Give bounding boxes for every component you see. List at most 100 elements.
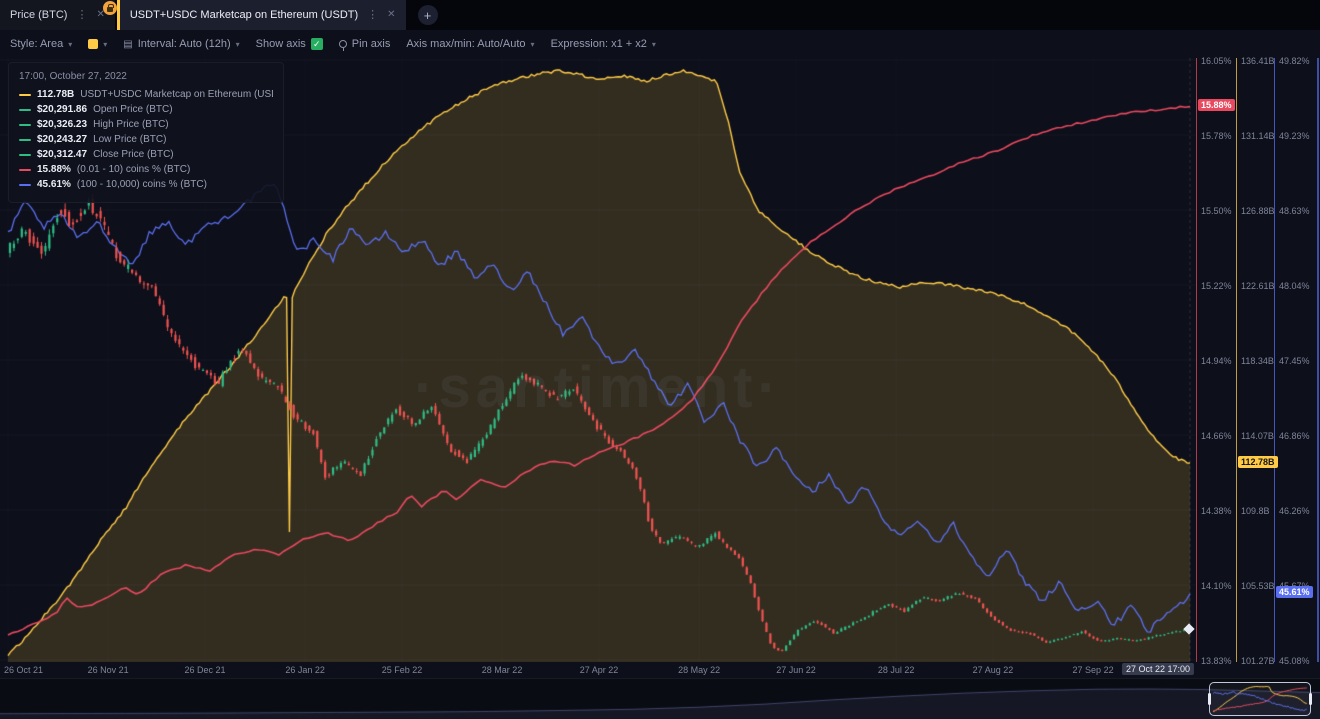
x-tick-label: 27 Jun 22 (776, 665, 816, 675)
legend-value: 15.88% (37, 164, 71, 175)
chevron-down-icon: ▾ (651, 39, 656, 49)
add-chart-button[interactable]: + (417, 5, 438, 25)
navigator-handle-right[interactable] (1308, 693, 1312, 705)
y-tick-label: 109.8B (1241, 506, 1270, 516)
axis-line-yellow (1236, 58, 1237, 662)
y-tick-label: 14.38% (1201, 506, 1232, 516)
chevron-down-icon: ▾ (103, 39, 108, 49)
series-color-dash (19, 153, 31, 156)
y-tick-label: 101.27B (1241, 656, 1275, 666)
series-color-dash (19, 183, 31, 186)
x-axis: 26 Oct 21 26 Nov 21 26 Dec 21 26 Jan 22 25 F… (0, 662, 1320, 678)
lock-badge-icon (103, 1, 117, 15)
x-tick-label: 28 Mar 22 (481, 665, 523, 675)
y-axis-red[interactable]: 16.05% 15.78% 15.50% 15.22% 14.94% 14.66% 14.3… (1196, 56, 1236, 666)
x-tick-label: 25 Feb 22 (381, 665, 423, 675)
tab-close-icon[interactable]: ✕ (387, 9, 396, 20)
tab-menu-icon[interactable]: ⋮ (76, 8, 88, 21)
chart-toolbar: Style: Area ▾ ▾ ▤ Interval: Auto (12h) ▾… (0, 30, 1320, 58)
style-label: Style: Area (10, 38, 64, 50)
y-axis-blue[interactable]: 49.82% 49.23% 48.63% 48.04% 47.45% 46.86% 46.2… (1274, 56, 1320, 666)
chevron-down-icon: ▾ (235, 39, 240, 49)
y-tick-label: 131.14B (1241, 131, 1275, 141)
tab-marketcap-label: USDT+USDC Marketcap on Ethereum (USDT) (129, 9, 359, 21)
current-value-badge-red: 15.88% (1198, 98, 1235, 111)
y-tick-label: 46.26% (1279, 506, 1310, 516)
legend-value: 45.61% (37, 179, 71, 190)
legend-row: $20,291.86 Open Price (BTC) (19, 104, 273, 115)
y-tick-label: 118.34B (1241, 356, 1274, 366)
x-tick-label: 26 Dec 21 (184, 665, 226, 675)
current-value-badge-blue: 45.61% (1276, 585, 1313, 598)
y-tick-label: 48.04% (1279, 281, 1310, 291)
interval-selector[interactable]: ▤ Interval: Auto (12h) ▾ (123, 38, 239, 50)
expression-selector[interactable]: Expression: x1 + x2 ▾ (551, 38, 656, 50)
axis-maxmin-selector[interactable]: Axis max/min: Auto/Auto ▾ (406, 38, 534, 50)
y-tick-label: 14.10% (1201, 581, 1232, 591)
y-tick-label: 49.23% (1279, 131, 1310, 141)
legend-label: High Price (BTC) (93, 119, 169, 130)
y-axes-panel: 16.05% 15.78% 15.50% 15.22% 14.94% 14.66% 14.3… (1196, 56, 1320, 666)
x-tick-label: 26 Jan 22 (285, 665, 325, 675)
y-tick-label: 105.53B (1241, 581, 1275, 591)
tab-price-btc[interactable]: Price (BTC) ⋮ ✕ (0, 0, 115, 30)
y-tick-label: 126.88B (1241, 206, 1275, 216)
y-tick-label: 15.22% (1201, 281, 1232, 291)
tab-close-icon[interactable]: ✕ (96, 9, 105, 20)
tab-usdt-usdc-marketcap[interactable]: USDT+USDC Marketcap on Ethereum (USDT) ⋮… (116, 0, 406, 30)
legend-label: Low Price (BTC) (93, 134, 167, 145)
y-tick-label: 49.82% (1279, 56, 1310, 66)
axis-line-red (1196, 58, 1197, 662)
legend-label: Close Price (BTC) (93, 149, 174, 160)
chart-area: ·santiment· 17:00, October 27, 2022 112.… (0, 56, 1320, 678)
interval-label: Interval: Auto (12h) (137, 38, 231, 50)
x-tick-label: 27 Apr 22 (579, 665, 619, 675)
legend-value: $20,243.27 (37, 134, 88, 145)
show-axis-label: Show axis (255, 38, 306, 50)
y-tick-label: 48.63% (1279, 206, 1310, 216)
chart-navigator (0, 678, 1320, 719)
legend-label: (100 - 10,000) coins % (BTC) (76, 179, 207, 190)
tab-menu-icon[interactable]: ⋮ (367, 8, 379, 21)
series-color-dash (19, 108, 31, 111)
y-tick-label: 47.45% (1279, 356, 1310, 366)
tab-bar: Price (BTC) ⋮ ✕ USDT+USDC Marketcap on E… (0, 0, 1320, 30)
interval-icon: ▤ (123, 38, 133, 50)
show-axis-toggle[interactable]: Show axis ✓ (256, 38, 323, 50)
y-tick-label: 136.41B (1241, 56, 1275, 66)
legend-row: $20,326.23 High Price (BTC) (19, 119, 273, 130)
show-axis-checkbox[interactable]: ✓ (310, 38, 323, 50)
legend-value: 112.78B (37, 89, 75, 100)
legend-label: Open Price (BTC) (93, 104, 173, 115)
x-tick-label: 27 Sep 22 (1072, 665, 1114, 675)
navigator-canvas[interactable] (0, 679, 1320, 719)
expression-label: Expression: x1 + x2 (550, 38, 647, 50)
series-color-dash (19, 168, 31, 171)
tooltip-timestamp: 17:00, October 27, 2022 (19, 71, 127, 82)
axis-line-blue (1274, 58, 1275, 662)
chevron-down-icon: ▾ (68, 39, 73, 49)
legend-row: $20,312.47 Close Price (BTC) (19, 149, 273, 160)
legend-row: $20,243.27 Low Price (BTC) (19, 134, 273, 145)
axis-maxmin-label: Axis max/min: Auto/Auto (406, 38, 526, 50)
pin-icon (338, 40, 347, 51)
pin-axis-toggle[interactable]: Pin axis (338, 38, 391, 51)
legend-label: (0.01 - 10) coins % (BTC) (76, 164, 191, 175)
y-tick-label: 16.05% (1201, 56, 1232, 66)
chevron-down-icon: ▾ (530, 39, 535, 49)
color-picker[interactable]: ▾ (88, 39, 107, 49)
navigator-handle-left[interactable] (1208, 693, 1212, 705)
cursor-date-badge: 27 Oct 22 17:00 (1121, 663, 1194, 675)
y-axis-yellow[interactable]: 136.41B 131.14B 126.88B 122.61B 118.34B 114.0… (1236, 56, 1278, 666)
y-tick-label: 114.07B (1241, 431, 1274, 441)
pin-axis-label: Pin axis (351, 38, 391, 50)
y-tick-label: 14.66% (1201, 431, 1232, 441)
x-tick-label: 27 Aug 22 (972, 665, 1014, 675)
navigator-selection[interactable] (1208, 682, 1312, 716)
y-tick-label: 14.94% (1201, 356, 1232, 366)
y-tick-label: 45.08% (1279, 656, 1310, 666)
legend-row: 112.78B USDT+USDC Marketcap on Ethereum (… (19, 89, 273, 100)
x-tick-label: 26 Oct 21 (4, 665, 44, 675)
style-selector[interactable]: Style: Area ▾ (10, 38, 72, 50)
